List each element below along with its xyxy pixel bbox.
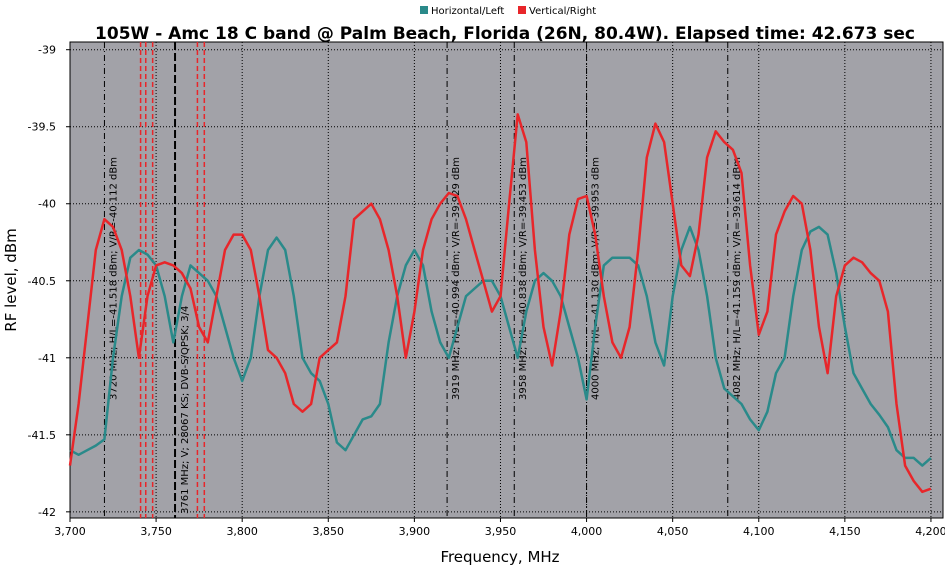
y-tick-label: -39.5 xyxy=(28,121,56,134)
y-tick-label: -40 xyxy=(38,198,56,211)
x-tick-label: 4,100 xyxy=(743,525,775,538)
x-tick-label: 3,900 xyxy=(399,525,431,538)
legend-swatch xyxy=(518,6,526,14)
y-axis-label: RF level, dBm xyxy=(2,228,20,331)
x-tick-label: 4,050 xyxy=(657,525,689,538)
x-tick-label: 4,000 xyxy=(571,525,603,538)
marker-label: 4000 MHz; H/L=-41.130 dBm; V/R=-39.953 d… xyxy=(591,157,602,400)
plot-area xyxy=(70,42,943,518)
legend-swatch xyxy=(420,6,428,14)
y-tick-label: -41 xyxy=(38,352,56,365)
series-line xyxy=(68,113,932,494)
marker-label: 3720 MHz; H/L=-41.518 dBm; V/R=-40.112 d… xyxy=(108,157,119,400)
marker-label: 3919 MHz; H/L=-40.994 dBm; V/R=-39.929 d… xyxy=(451,157,462,400)
y-tick-label: -39 xyxy=(38,44,56,57)
marker-label: 3958 MHz; H/L=-40.838 dBm; V/R=-39.453 d… xyxy=(518,157,529,400)
plot-frame xyxy=(69,41,944,519)
x-tick-label: 3,850 xyxy=(313,525,345,538)
x-tick-label: 4,200 xyxy=(915,525,945,538)
chart-title: 105W - Amc 18 C band @ Palm Beach, Flori… xyxy=(95,24,915,44)
carrier-label: 3761 MHz; V; 28067 KS; DVB-S/QPSK; 3/4 xyxy=(180,306,191,514)
x-tick-label: 3,800 xyxy=(226,525,258,538)
y-tick-label: -40.5 xyxy=(28,275,56,288)
x-tick-label: 3,950 xyxy=(485,525,517,538)
marker-label: 4082 MHz; H/L=-41.159 dBm; V/R=-39.614 d… xyxy=(732,157,743,400)
x-tick-label: 3,750 xyxy=(140,525,172,538)
y-tick-label: -42 xyxy=(38,506,56,519)
x-tick-label: 4,150 xyxy=(829,525,861,538)
y-tick-label: -41.5 xyxy=(28,429,56,442)
x-tick-label: 3,700 xyxy=(54,525,86,538)
legend-label: Vertical/Right xyxy=(529,6,596,17)
x-axis-label: Frequency, MHz xyxy=(440,548,559,566)
legend-label: Horizontal/Left xyxy=(431,6,504,17)
